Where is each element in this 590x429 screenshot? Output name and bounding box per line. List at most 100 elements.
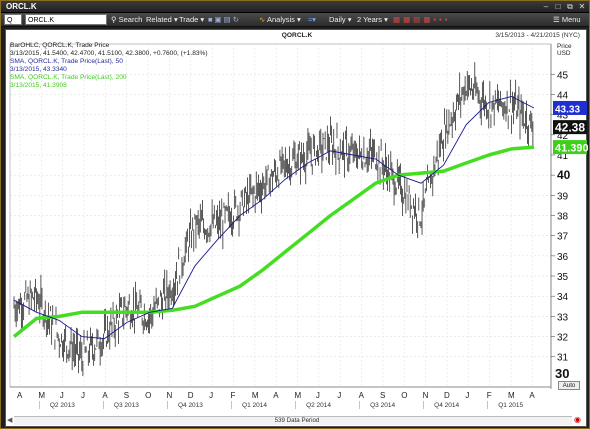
menu-label: Menu [561,15,581,24]
trade-button[interactable]: Trade ▾ [179,15,205,24]
time-scrollbar[interactable] [14,416,572,425]
menu-button[interactable]: ☰ Menu [553,14,581,25]
sma200-badge: 41.390 [555,143,588,155]
quarter-label: Q4 2013 [178,402,203,409]
month-tick-label: A [17,391,23,400]
price-tick-label: 36 [557,252,569,263]
month-tick-label: N [166,391,172,400]
price-tick-label: 43 [557,111,569,122]
window-title: ORCL.K [6,2,37,11]
maximize-icon[interactable]: □ [555,2,561,11]
analysis-button[interactable]: ∿ Analysis ▾ [259,15,301,24]
legend-bar-header: BarOHLC, QORCL.K, Trade Price [10,42,110,49]
month-tick-label: F [231,391,236,400]
interval-select[interactable]: Daily ▾ [329,15,352,24]
price-tick-label: 30 [555,366,569,381]
month-tick-label: J [209,391,213,400]
month-tick-label: J [81,391,85,400]
toolbar: Q ORCL.K ⚲ Search Related ▾ Trade ▾ ■▣▤↻… [1,13,589,27]
sma50-badge: 43.33 [555,104,580,115]
related-button[interactable]: Related ▾ [146,15,178,24]
analysis-icon: ∿ [259,15,266,24]
chart-tool-icons[interactable]: ▦▦▤▦▪▪▪ [393,15,451,24]
last-price-badge-bg [553,120,587,135]
price-label: Price [557,43,572,50]
close-icon[interactable]: ✕ [578,2,586,11]
price-tick-label: 41 [557,151,569,162]
sma50-line [13,96,535,340]
symbol-input[interactable]: ORCL.K [25,14,107,25]
month-tick-label: S [124,391,129,400]
date-axis: A M J J A S O N D J F M A M J J A S O N D J F M A Q2 2013 Q3 2013 Q… [10,386,551,409]
price-tick-label: 42 [557,131,569,142]
price-tick-label: 39 [557,191,569,202]
quarter-label: Q1 2015 [498,402,523,409]
price-unit: USD [557,50,571,57]
quote-type-select[interactable]: Q [4,14,22,25]
sma50-badge-bg [553,100,587,115]
last-price-badge: 42.38 [555,121,585,135]
interval-label: Daily [329,15,346,24]
month-tick-label: M [295,391,302,400]
legend-bar-values-text: 3/13/2015, 41.5400, 42.4700, 41.5100, 42… [10,50,208,57]
related-label: Related [146,15,172,24]
price-tick-label: 33 [557,312,569,323]
restore-icon[interactable]: ⧉ [567,2,573,11]
price-tick-label: 37 [557,232,569,243]
date-range: 3/15/2013 - 4/21/2015 (NYC) [495,32,580,39]
price-tick-label: 32 [557,333,569,344]
month-tick-label: A [529,391,535,400]
search-label: Search [118,15,143,24]
sma200-line [12,145,535,338]
month-tick-label: A [273,391,279,400]
price-tick-label: 38 [557,212,569,223]
quarter-label: Q2 2014 [306,402,331,409]
price-tick-label: 31 [557,353,569,364]
legend-sma50-value: 3/13/2015, 43.3340 [10,66,67,73]
search-icon: ⚲ [111,15,117,24]
price-axis: 31 32 33 34 35 36 37 38 39 40 41 42 43 44 45 30 [550,44,571,389]
quarter-label: Q2 2013 [50,402,75,409]
price-axis-label: Price USD [557,43,572,57]
chart-title: QORCL.K [281,32,313,39]
month-tick-label: M [252,391,259,400]
range-label: 2 Years [357,15,383,24]
price-chart[interactable]: 31 32 33 34 35 36 37 38 39 40 41 42 43 44 45 30 A M J J A S O… [6,30,588,428]
sma200-badge-bg [553,140,587,155]
search-button[interactable]: ⚲ Search [111,14,142,25]
month-tick-label: A [359,391,365,400]
legend-sma200-value: 3/13/2015, 41.3908 [10,82,67,89]
title-bar: ORCL.K – □ ⧉ ✕ [1,1,589,13]
price-tick-label: 40 [557,168,571,182]
wave-icon[interactable]: ≈▾ [308,15,316,24]
trade-label: Trade [179,15,199,24]
quarter-label: Q4 2014 [434,402,459,409]
minimize-icon[interactable]: – [543,2,549,11]
month-tick-label: M [38,391,45,400]
month-tick-label: D [188,391,194,400]
price-tick-label: 44 [557,90,569,101]
price-tick-label: 34 [557,292,569,303]
price-badges: 43.33 42.38 41.390 [553,100,588,155]
month-tick-label: M [508,391,515,400]
price-tick-label: 35 [557,272,569,283]
month-tick-label: A [102,391,108,400]
month-tick-label: J [60,391,64,400]
scroll-left-icon[interactable]: ◀ [7,417,13,424]
auto-scale-button[interactable]: Auto [558,381,580,390]
scroll-right-icon[interactable]: ◉ [574,415,581,424]
toolbar-tool-icons[interactable]: ■▣▤↻ [208,15,241,24]
chart-panel[interactable]: 31 32 33 34 35 36 37 38 39 40 41 42 43 44 45 30 A M J J A S O… [5,29,588,428]
month-tick-label: J [337,391,341,400]
legend-sma200-header: SMA, QORCL.K, Trade Price(Last), 200 [10,74,127,81]
month-tick-label: S [380,391,385,400]
quarter-label: Q3 2014 [370,402,395,409]
month-tick-label: N [423,391,429,400]
month-tick-label: D [444,391,450,400]
month-tick-label: F [487,391,492,400]
legend-bar-values: 3/13/2015, 41.5400, 42.4700, 41.5100, 42… [10,50,208,58]
range-select[interactable]: 2 Years ▾ [357,15,388,24]
quarter-label: Q3 2013 [114,402,139,409]
month-tick-label: O [145,391,151,400]
